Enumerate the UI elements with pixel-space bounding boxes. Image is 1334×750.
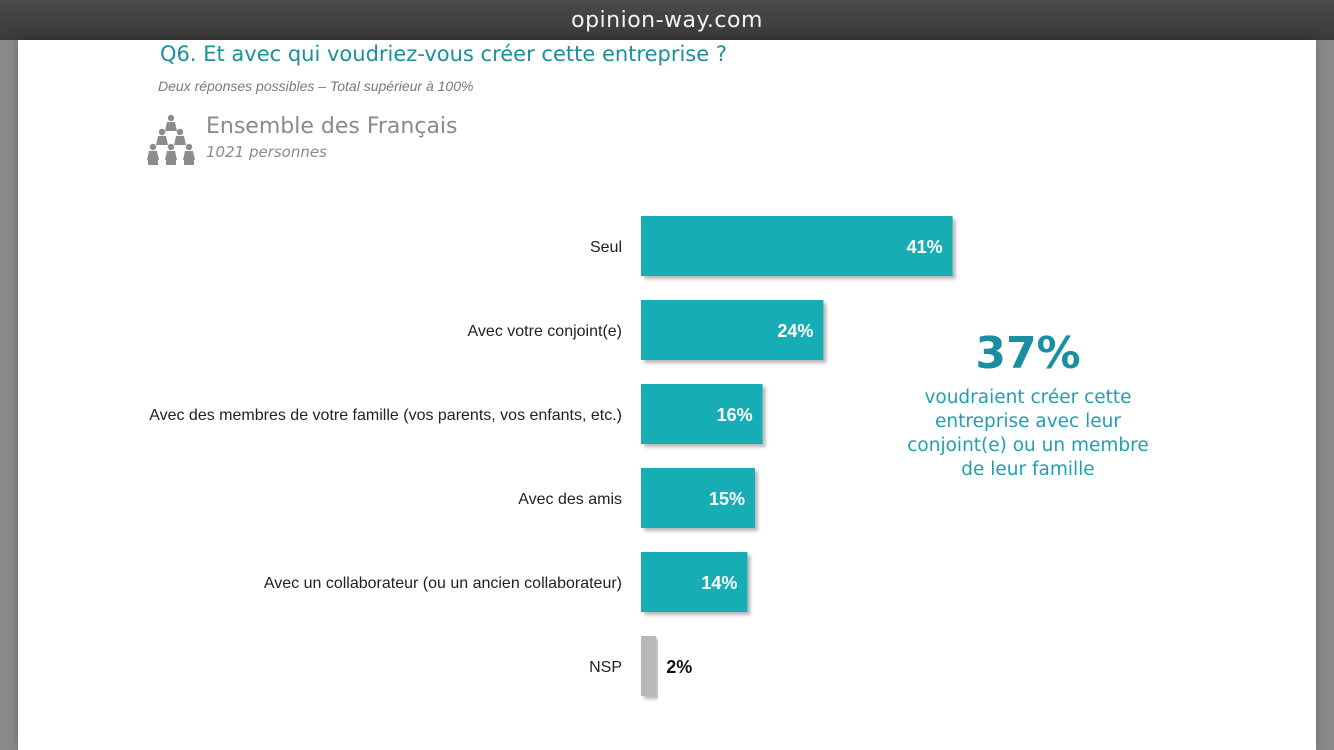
category-label: Seul — [590, 239, 622, 256]
value-label: 14% — [701, 573, 737, 593]
bar — [641, 216, 953, 276]
callout-line: conjoint(e) ou un membre — [907, 435, 1149, 456]
bar — [641, 552, 748, 612]
question-title: Q6. Et avec qui voudriez-vous créer cett… — [160, 42, 727, 66]
site-url[interactable]: opinion-way.com — [571, 7, 763, 33]
category-label: Avec votre conjoint(e) — [468, 323, 622, 340]
value-label: 41% — [907, 237, 943, 257]
question-subtitle: Deux réponses possibles – Total supérieu… — [158, 78, 474, 94]
category-label: NSP — [589, 659, 622, 676]
callout-line: voudraient créer cette — [924, 387, 1132, 408]
bar — [641, 468, 755, 528]
bar-chart: Seul 41% Avec votre conjoint(e) 24% Avec des… — [149, 216, 953, 696]
value-label: 15% — [709, 489, 745, 509]
bar — [641, 384, 763, 444]
bar — [641, 636, 657, 696]
category-label: Avec un collaborateur (ou un ancien coll… — [264, 575, 622, 592]
survey-slide: Q6. Et avec qui voudriez-vous créer cett… — [18, 40, 1316, 750]
value-label: 24% — [777, 321, 813, 341]
callout-line: de leur famille — [961, 459, 1095, 480]
category-label: Avec des amis — [518, 491, 622, 508]
sample-count: 1021 personnes — [206, 143, 327, 161]
people-icon — [147, 114, 195, 165]
category-label: Avec des membres de votre famille (vos p… — [149, 407, 622, 424]
value-label: 16% — [717, 405, 753, 425]
callout-value: 37% — [975, 328, 1081, 379]
value-label: 2% — [666, 657, 692, 677]
callout-line: entreprise avec leur — [935, 411, 1121, 432]
browser-address-bar[interactable]: opinion-way.com — [0, 0, 1334, 40]
callout-text: voudraient créer cette entreprise avec l… — [878, 386, 1178, 482]
sample-name: Ensemble des Français — [206, 114, 458, 139]
bar — [641, 300, 824, 360]
